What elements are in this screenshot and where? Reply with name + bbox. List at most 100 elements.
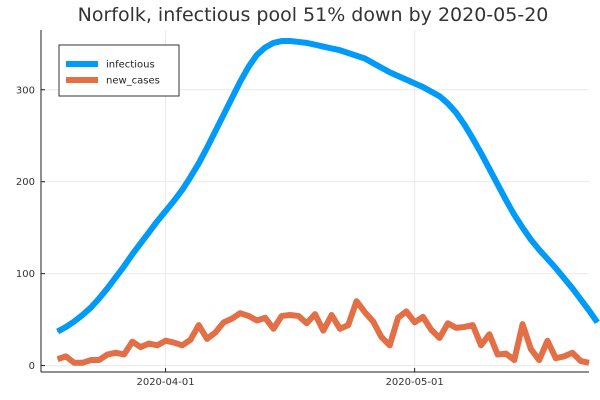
data-point-infectious	[256, 54, 258, 56]
data-point-new-cases	[538, 359, 540, 361]
data-point-new-cases	[389, 344, 391, 346]
data-point-new-cases	[530, 348, 532, 350]
data-point-new-cases	[239, 312, 241, 314]
data-point-infectious	[115, 276, 117, 278]
data-point-infectious	[463, 124, 465, 126]
data-point-infectious	[248, 66, 250, 68]
data-point-infectious	[546, 258, 548, 260]
data-point-new-cases	[173, 342, 175, 344]
data-point-new-cases	[331, 314, 333, 316]
data-point-new-cases	[198, 324, 200, 326]
data-point-new-cases	[231, 318, 233, 320]
data-point-infectious	[214, 130, 216, 132]
data-point-new-cases	[497, 354, 499, 356]
series-line-infectious	[56, 38, 600, 335]
data-point-new-cases	[248, 315, 250, 317]
data-point-infectious	[156, 220, 158, 222]
data-point-infectious	[389, 71, 391, 73]
data-point-new-cases	[214, 331, 216, 333]
data-point-infectious	[347, 52, 349, 54]
data-point-new-cases	[505, 353, 507, 355]
data-point-infectious	[264, 46, 266, 48]
data-point-infectious	[165, 210, 167, 212]
data-point-infectious	[272, 42, 274, 44]
data-point-new-cases	[555, 357, 557, 359]
data-point-new-cases	[380, 336, 382, 338]
data-point-new-cases	[488, 333, 490, 335]
data-point-infectious	[90, 307, 92, 309]
data-point-infectious	[563, 277, 565, 279]
data-point-new-cases	[281, 315, 283, 317]
data-point-new-cases	[480, 344, 482, 346]
data-point-infectious	[106, 287, 108, 289]
data-point-infectious	[123, 265, 125, 267]
data-point-infectious	[57, 331, 59, 333]
data-point-infectious	[414, 82, 416, 84]
data-point-new-cases	[580, 360, 582, 362]
legend: infectious new_cases	[58, 44, 180, 97]
data-point-new-cases	[256, 320, 258, 322]
data-point-infectious	[322, 46, 324, 48]
data-point-infectious	[488, 168, 490, 170]
data-point-new-cases	[356, 300, 358, 302]
data-point-new-cases	[563, 355, 565, 357]
data-point-infectious	[430, 91, 432, 93]
data-point-new-cases	[189, 339, 191, 341]
data-point-new-cases	[181, 344, 183, 346]
data-point-infectious	[580, 298, 582, 300]
data-point-infectious	[148, 231, 150, 233]
series-layer	[56, 38, 600, 366]
y-tick-label: 200	[16, 177, 35, 188]
data-point-new-cases	[115, 352, 117, 354]
data-point-new-cases	[422, 316, 424, 318]
data-point-new-cases	[397, 317, 399, 319]
data-point-infectious	[397, 75, 399, 77]
data-point-new-cases	[90, 359, 92, 361]
data-point-infectious	[131, 253, 133, 255]
legend-label-infectious: infectious	[106, 60, 155, 71]
data-point-new-cases	[347, 324, 349, 326]
data-point-infectious	[82, 314, 84, 316]
data-point-infectious	[73, 320, 75, 322]
data-point-new-cases	[372, 320, 374, 322]
data-point-new-cases	[148, 343, 150, 344]
data-point-infectious	[480, 152, 482, 154]
data-point-new-cases	[364, 311, 366, 313]
data-point-infectious	[538, 249, 540, 251]
data-point-infectious	[505, 199, 507, 201]
data-point-infectious	[555, 267, 557, 269]
data-point-new-cases	[264, 317, 266, 319]
data-point-new-cases	[165, 340, 167, 342]
y-tick-label: 300	[16, 85, 35, 96]
data-point-new-cases	[73, 362, 75, 364]
data-point-new-cases	[339, 328, 341, 330]
data-point-infectious	[422, 86, 424, 88]
data-point-new-cases	[588, 362, 590, 364]
y-tick-label: 100	[16, 269, 35, 280]
data-point-infectious	[173, 200, 175, 202]
data-point-infectious	[289, 40, 291, 42]
axis-layer: 0 100 200 300 2020-04-01 2020-05-01	[16, 30, 589, 388]
data-point-infectious	[306, 42, 308, 44]
data-point-infectious	[571, 287, 573, 289]
data-point-new-cases	[430, 329, 432, 331]
data-point-infectious	[405, 79, 407, 81]
data-point-new-cases	[439, 337, 441, 339]
data-point-infectious	[239, 80, 241, 82]
data-point-infectious	[65, 326, 67, 328]
data-point-infectious	[439, 95, 441, 97]
data-point-infectious	[372, 62, 374, 64]
data-point-new-cases	[206, 338, 208, 340]
data-point-infectious	[181, 189, 183, 191]
data-point-new-cases	[306, 322, 308, 324]
data-point-infectious	[596, 321, 598, 323]
y-tick-label: 0	[29, 361, 35, 372]
data-point-infectious	[522, 227, 524, 229]
data-point-infectious	[364, 58, 366, 59]
data-point-infectious	[231, 97, 233, 99]
data-point-infectious	[98, 297, 100, 299]
data-point-new-cases	[123, 354, 125, 356]
data-point-new-cases	[65, 355, 67, 357]
data-point-infectious	[314, 44, 316, 46]
